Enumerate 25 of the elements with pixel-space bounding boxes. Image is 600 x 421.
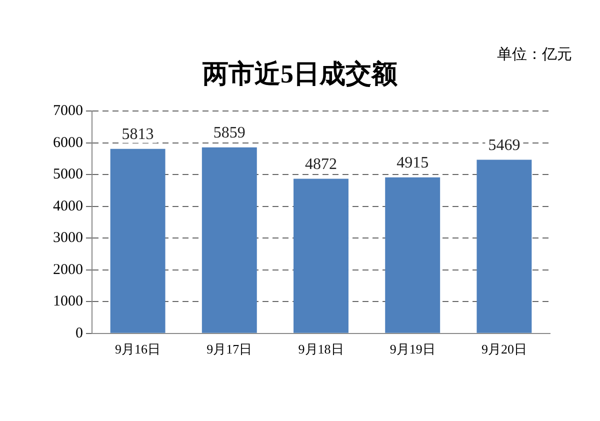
bar: [294, 178, 348, 333]
y-tick-label: 7000: [53, 103, 83, 120]
y-tick-label: 2000: [53, 262, 83, 278]
data-label: 4915: [396, 154, 429, 172]
y-tick-label: 1000: [53, 294, 83, 310]
data-label: 5813: [122, 126, 154, 144]
text: 单位：亿元: [497, 45, 572, 64]
x-tick-label: 9月19日: [390, 342, 436, 357]
bar: [110, 148, 166, 333]
data-label: 5469: [488, 137, 520, 154]
bar: [476, 160, 532, 333]
y-tick-label: 5000: [53, 166, 83, 183]
y-tick-label: 6000: [53, 134, 83, 151]
data-label: 5859: [213, 124, 246, 142]
y-tick-label: 3000: [53, 230, 83, 246]
chart-title: 两市近5日成交额: [202, 59, 398, 88]
data-label: 4872: [305, 156, 337, 173]
bar: [202, 147, 257, 333]
y-tick-label: 4000: [53, 198, 83, 214]
x-tick-label: 9月18日: [298, 342, 344, 357]
x-tick-label: 9月20日: [481, 342, 527, 357]
bar: [385, 177, 440, 333]
x-tick-label: 9月17日: [206, 342, 252, 357]
x-tick-label: 9月16日: [115, 342, 161, 357]
y-tick-label: 0: [76, 325, 83, 342]
